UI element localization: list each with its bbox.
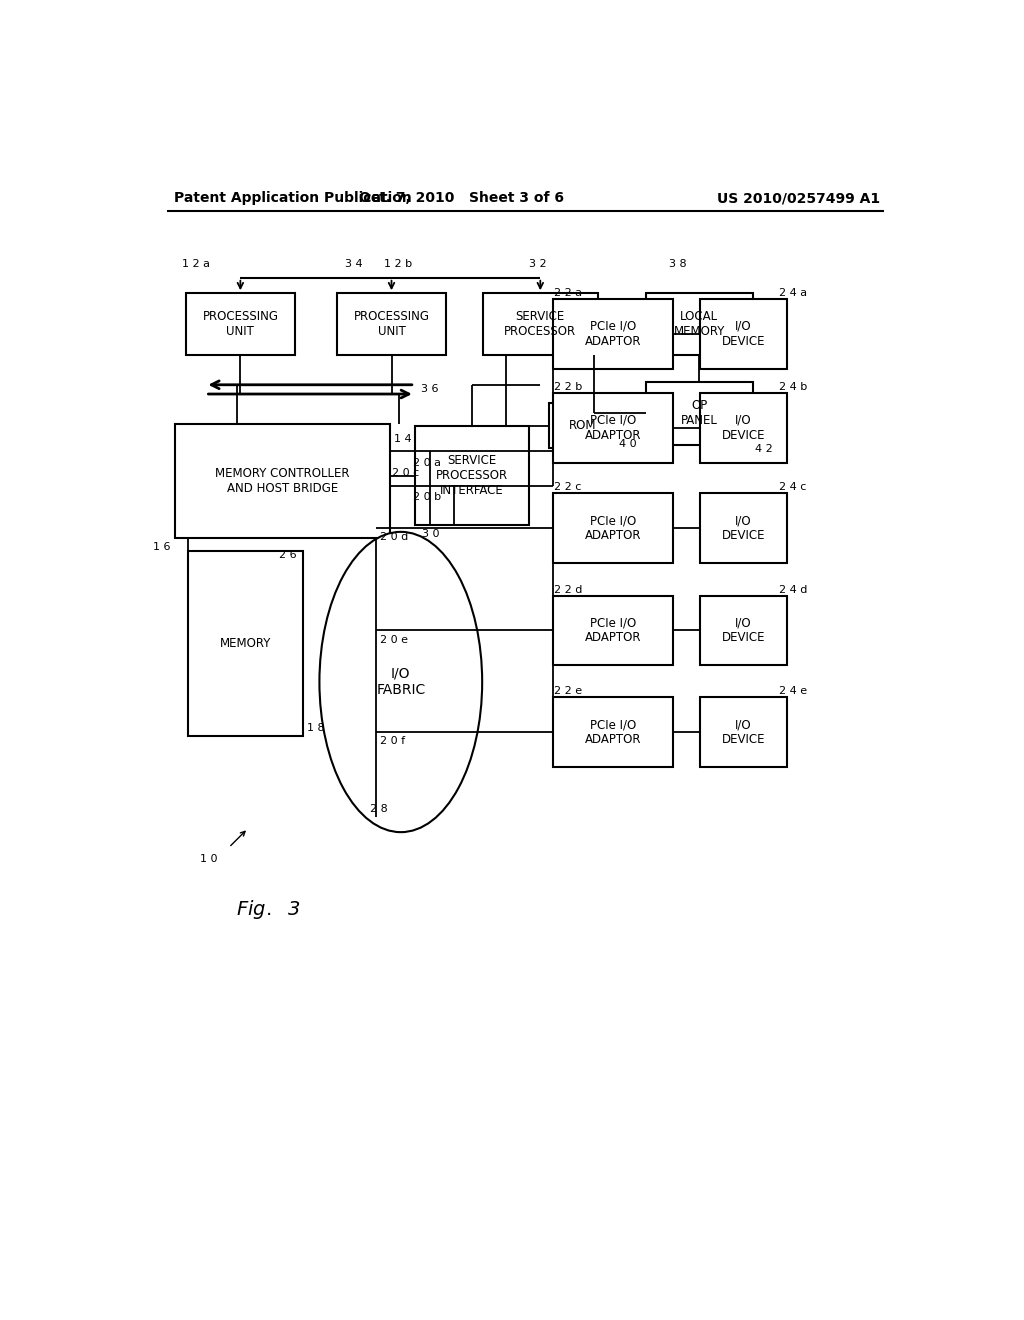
Text: 1 6: 1 6 [154, 543, 171, 552]
Text: 2 2 d: 2 2 d [554, 585, 583, 594]
Text: 4 2: 4 2 [755, 444, 773, 454]
Bar [337, 293, 445, 355]
Text: 1 8: 1 8 [307, 723, 325, 733]
Text: 3 8: 3 8 [669, 259, 686, 269]
Text: 2 2 a: 2 2 a [554, 288, 583, 298]
Text: I/O
DEVICE: I/O DEVICE [722, 414, 765, 442]
Bar [553, 494, 673, 562]
Text: 2 4 c: 2 4 c [779, 482, 806, 492]
Text: 3 0: 3 0 [423, 529, 440, 539]
Text: 1 2 b: 1 2 b [384, 259, 412, 269]
Bar [553, 595, 673, 665]
Text: I/O
DEVICE: I/O DEVICE [722, 513, 765, 543]
Bar [549, 404, 617, 447]
Text: 2 2 e: 2 2 e [554, 686, 583, 696]
Text: 2 4 b: 2 4 b [779, 381, 807, 392]
Text: PCIe I/O
ADAPTOR: PCIe I/O ADAPTOR [585, 616, 641, 644]
Bar [700, 300, 786, 368]
Text: 2 0 b: 2 0 b [414, 492, 441, 502]
Text: 2 2 b: 2 2 b [554, 381, 583, 392]
Text: 2 0 c: 2 0 c [391, 469, 419, 478]
Text: I/O
DEVICE: I/O DEVICE [722, 319, 765, 348]
Text: 1 2 a: 1 2 a [182, 259, 210, 269]
Bar [186, 293, 295, 355]
Text: 2 4 a: 2 4 a [779, 288, 807, 298]
Text: US 2010/0257499 A1: US 2010/0257499 A1 [717, 191, 880, 206]
Text: I/O
DEVICE: I/O DEVICE [722, 616, 765, 644]
Text: 3 6: 3 6 [421, 384, 438, 395]
Text: 2 0 d: 2 0 d [380, 532, 409, 543]
Bar [700, 595, 786, 665]
Bar [700, 393, 786, 462]
Text: I/O
DEVICE: I/O DEVICE [722, 718, 765, 746]
Bar [700, 697, 786, 767]
Text: Patent Application Publication: Patent Application Publication [174, 191, 413, 206]
Text: SERVICE
PROCESSOR
INTERFACE: SERVICE PROCESSOR INTERFACE [436, 454, 508, 498]
Text: LOCAL
MEMORY: LOCAL MEMORY [674, 310, 725, 338]
Bar [174, 424, 390, 539]
Text: PCIe I/O
ADAPTOR: PCIe I/O ADAPTOR [585, 319, 641, 348]
Bar [553, 393, 673, 462]
Text: PCIe I/O
ADAPTOR: PCIe I/O ADAPTOR [585, 513, 641, 543]
Text: 1 4: 1 4 [394, 434, 412, 445]
Text: 3 2: 3 2 [528, 259, 546, 269]
Text: PROCESSING
UNIT: PROCESSING UNIT [353, 310, 429, 338]
Bar [700, 494, 786, 562]
Text: 4 0: 4 0 [620, 440, 637, 449]
Text: 2 2 c: 2 2 c [554, 482, 582, 492]
Text: $\mathit{Fig.}$  3: $\mathit{Fig.}$ 3 [237, 898, 301, 920]
Bar [188, 552, 303, 737]
Text: 2 4 e: 2 4 e [779, 686, 807, 696]
Text: MEMORY: MEMORY [220, 638, 271, 649]
Text: OP
PANEL: OP PANEL [681, 399, 718, 428]
Text: 2 4 d: 2 4 d [779, 585, 807, 594]
Text: MEMORY CONTROLLER
AND HOST BRIDGE: MEMORY CONTROLLER AND HOST BRIDGE [215, 467, 349, 495]
Text: I/O
FABRIC: I/O FABRIC [376, 667, 425, 697]
Text: 2 0 e: 2 0 e [380, 635, 408, 644]
Bar [553, 300, 673, 368]
Text: PCIe I/O
ADAPTOR: PCIe I/O ADAPTOR [585, 718, 641, 746]
Bar [646, 293, 753, 355]
Text: 2 0 f: 2 0 f [380, 737, 406, 746]
Text: 1 0: 1 0 [200, 854, 217, 865]
Text: ROM: ROM [569, 418, 597, 432]
Text: PCIe I/O
ADAPTOR: PCIe I/O ADAPTOR [585, 414, 641, 442]
Text: 2 6: 2 6 [279, 550, 296, 560]
Bar [646, 381, 753, 445]
Text: Oct. 7, 2010   Sheet 3 of 6: Oct. 7, 2010 Sheet 3 of 6 [358, 191, 564, 206]
Bar [483, 293, 598, 355]
Text: SERVICE
PROCESSOR: SERVICE PROCESSOR [504, 310, 577, 338]
Text: 3 4: 3 4 [345, 259, 362, 269]
Ellipse shape [319, 532, 482, 832]
Text: 2 0 a: 2 0 a [414, 458, 441, 467]
Bar [553, 697, 673, 767]
Text: 2 8: 2 8 [370, 804, 387, 814]
Bar [415, 426, 529, 525]
Text: PROCESSING
UNIT: PROCESSING UNIT [203, 310, 279, 338]
